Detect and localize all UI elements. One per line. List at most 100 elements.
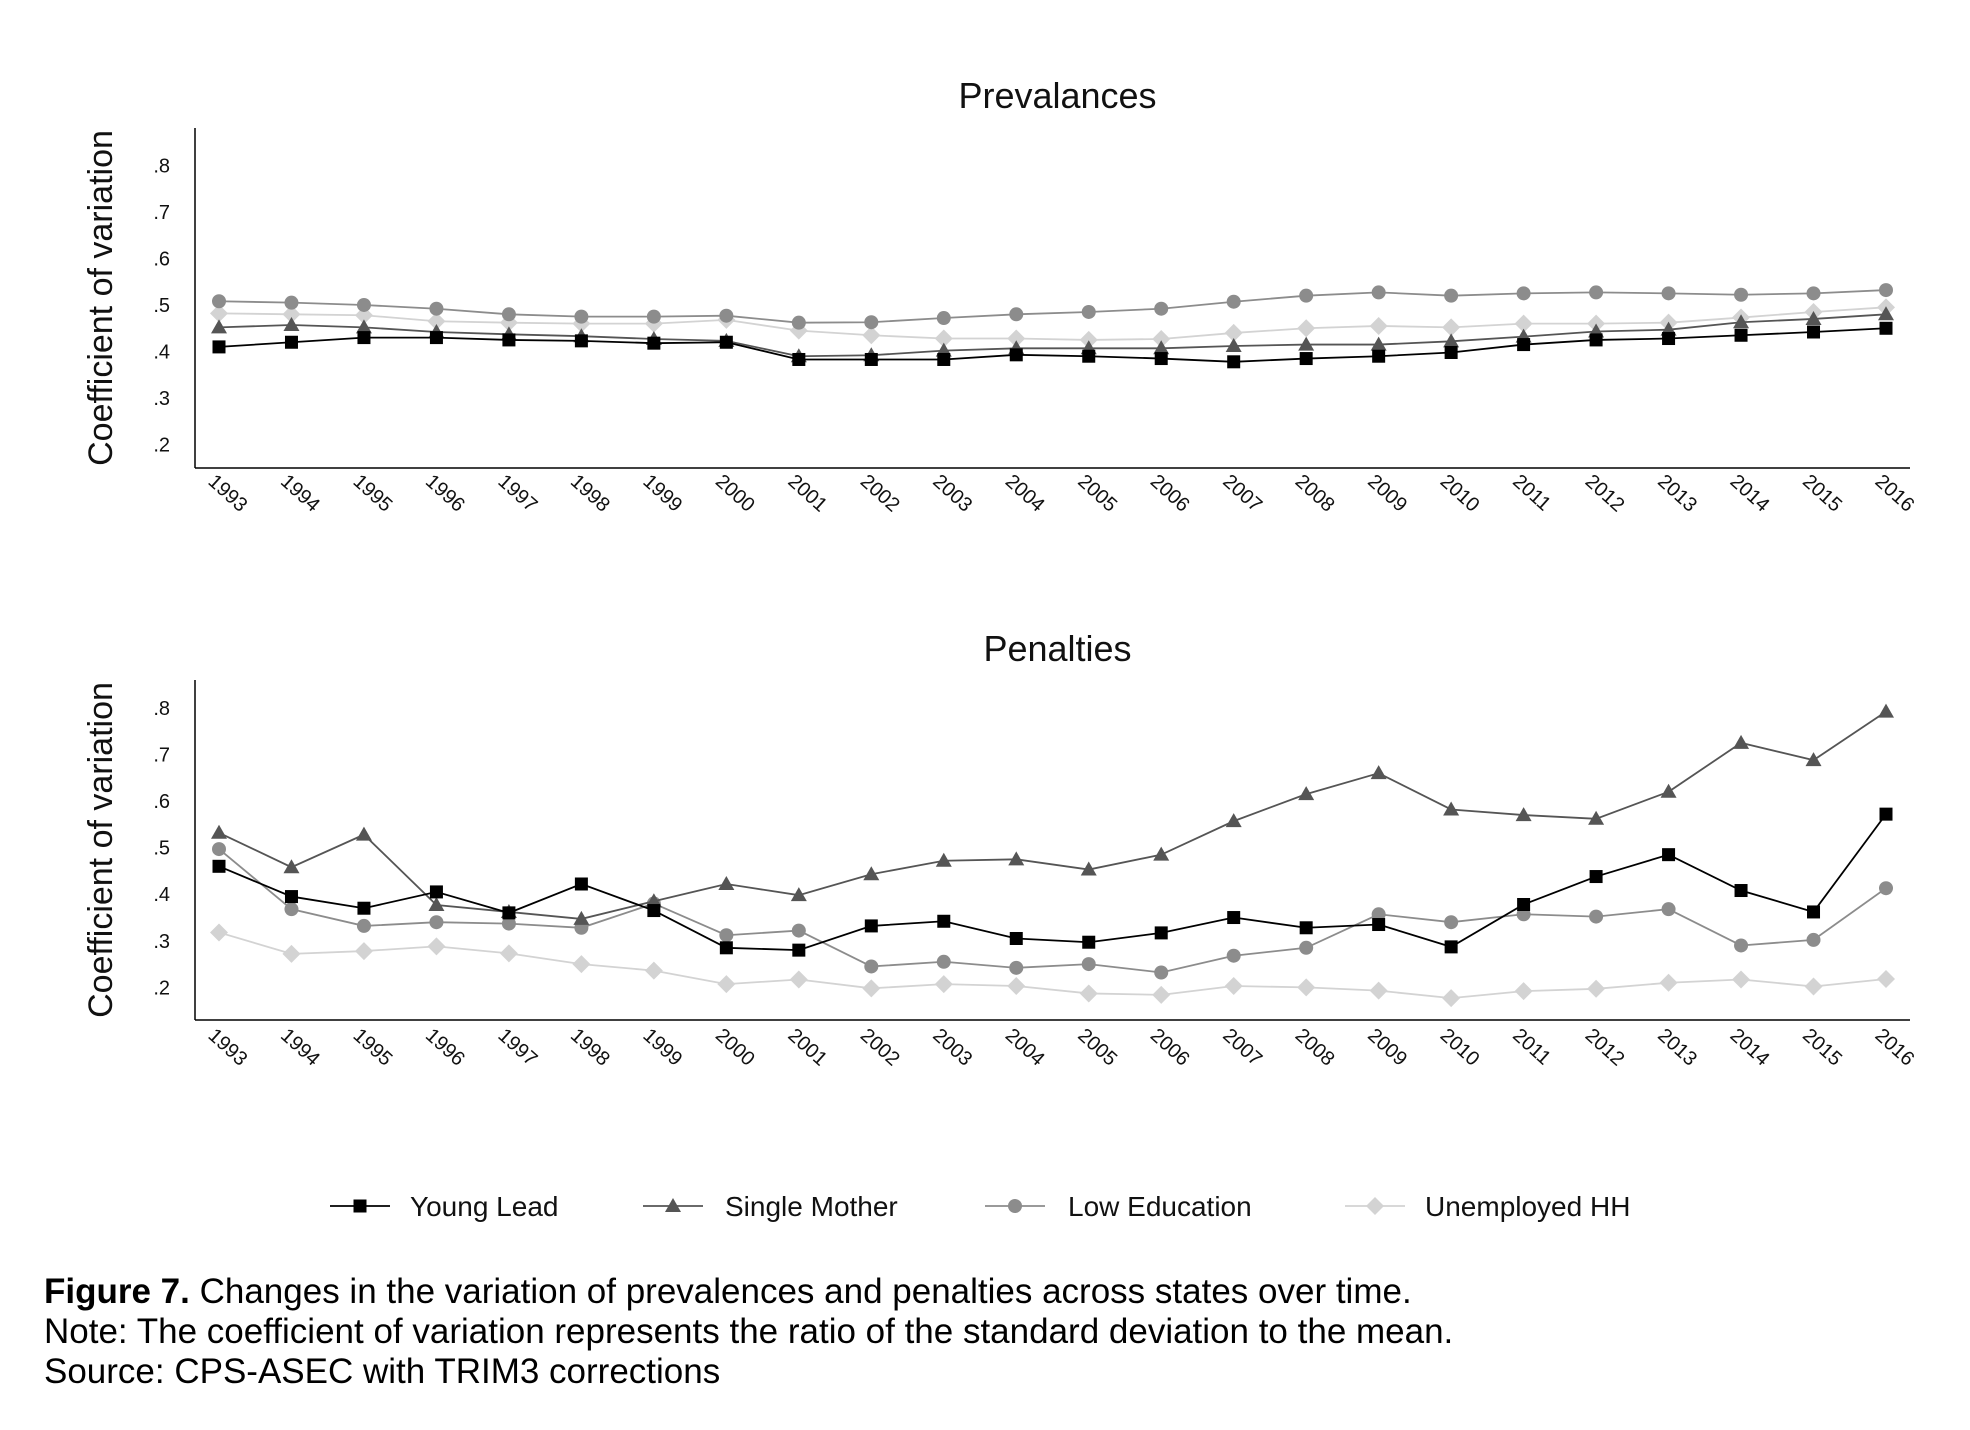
x-tick-label: 2010 — [1436, 1024, 1484, 1070]
y-tick-label: .5 — [153, 295, 170, 317]
data-point — [789, 970, 808, 989]
series-young-lead — [212, 807, 1893, 957]
data-point — [864, 919, 878, 933]
y-tick-label: .7 — [153, 202, 170, 224]
data-point — [1371, 907, 1386, 922]
data-point — [284, 902, 299, 917]
data-point — [1443, 333, 1460, 348]
data-point — [1371, 285, 1386, 300]
y-tick-label: .3 — [153, 931, 170, 953]
data-point — [1517, 897, 1531, 911]
series-single-mother — [211, 306, 1894, 363]
chart-title: Prevalances — [958, 75, 1156, 116]
data-point — [427, 937, 446, 956]
data-point — [790, 887, 807, 902]
data-point — [936, 311, 951, 326]
data-point — [1081, 957, 1096, 972]
data-point — [427, 312, 446, 331]
x-tick-label: 2003 — [928, 470, 976, 516]
data-point — [502, 333, 516, 347]
x-tick-label: 2004 — [1001, 1024, 1049, 1070]
x-tick-label: 2003 — [928, 1024, 976, 1070]
data-point — [1370, 765, 1387, 780]
data-point — [210, 923, 228, 942]
data-point — [282, 944, 301, 963]
legend-marker-diamond-icon — [1366, 1197, 1384, 1215]
y-axis-label: Coefficient of variation — [82, 130, 120, 466]
x-tick-label: 2000 — [711, 1024, 759, 1070]
y-tick-label: .7 — [153, 745, 170, 767]
data-point — [1807, 325, 1821, 339]
series-low-education — [212, 283, 1893, 330]
data-point — [212, 294, 226, 309]
x-tick-label: 2013 — [1653, 470, 1701, 516]
data-point — [647, 904, 661, 918]
data-point — [1443, 801, 1460, 816]
data-point — [355, 319, 372, 334]
data-point — [1660, 783, 1677, 798]
data-point — [791, 315, 806, 330]
data-point — [719, 335, 733, 349]
data-point — [1589, 870, 1603, 884]
data-point — [356, 297, 371, 312]
data-point — [1009, 348, 1023, 362]
x-tick-label: 1997 — [494, 1024, 542, 1070]
x-tick-label: 2005 — [1073, 1024, 1121, 1070]
data-point — [1009, 931, 1023, 945]
data-point — [1226, 294, 1241, 309]
data-point — [1804, 977, 1823, 996]
data-point — [718, 876, 735, 890]
series-line — [218, 313, 1887, 358]
data-point — [1299, 921, 1313, 935]
series-line — [218, 931, 1887, 1000]
x-tick-label: 2016 — [1871, 470, 1919, 516]
data-point — [212, 859, 226, 873]
data-point — [1587, 979, 1606, 998]
data-point — [792, 352, 806, 366]
data-point — [1224, 323, 1243, 342]
data-point — [1227, 355, 1241, 369]
data-point — [1154, 926, 1168, 940]
data-point — [1226, 948, 1241, 963]
data-point — [211, 319, 227, 334]
data-point — [282, 305, 301, 324]
data-point — [1007, 329, 1026, 348]
data-point — [862, 979, 881, 998]
data-point — [574, 334, 588, 348]
x-tick-label: 2006 — [1146, 1024, 1194, 1070]
data-point — [1369, 981, 1388, 1000]
y-tick-label: .5 — [153, 838, 170, 860]
data-point — [1009, 307, 1024, 322]
data-point — [1877, 970, 1895, 989]
data-point — [501, 916, 516, 931]
data-point — [1879, 283, 1893, 298]
data-point — [1879, 321, 1893, 335]
data-point — [1299, 940, 1314, 955]
data-point — [719, 941, 733, 955]
data-point — [863, 866, 880, 881]
data-point — [1805, 310, 1822, 325]
data-point — [1369, 316, 1388, 335]
data-point — [1080, 861, 1097, 876]
y-tick-label: .4 — [153, 342, 170, 364]
data-point — [428, 896, 445, 911]
x-tick-label: 1994 — [276, 1024, 324, 1070]
data-point — [1661, 902, 1676, 917]
x-tick-label: 1993 — [204, 470, 252, 516]
data-point — [357, 901, 371, 915]
data-point — [1589, 285, 1604, 300]
data-point — [1079, 984, 1098, 1003]
data-point — [1444, 288, 1459, 303]
legend-label: Single Mother — [725, 1191, 898, 1222]
data-point — [1589, 333, 1603, 347]
data-point — [499, 944, 518, 963]
x-tick-label: 2015 — [1798, 470, 1846, 516]
x-tick-label: 2014 — [1726, 470, 1774, 516]
legend-marker-circle-icon — [1008, 1199, 1022, 1213]
x-tick-label: 1995 — [349, 1024, 397, 1070]
x-tick-label: 2001 — [783, 1024, 831, 1070]
data-point — [1007, 977, 1026, 995]
caption-title: Changes in the variation of prevalences … — [189, 1272, 1412, 1311]
y-tick-label: .8 — [153, 698, 170, 720]
y-tick-label: .4 — [153, 884, 170, 906]
